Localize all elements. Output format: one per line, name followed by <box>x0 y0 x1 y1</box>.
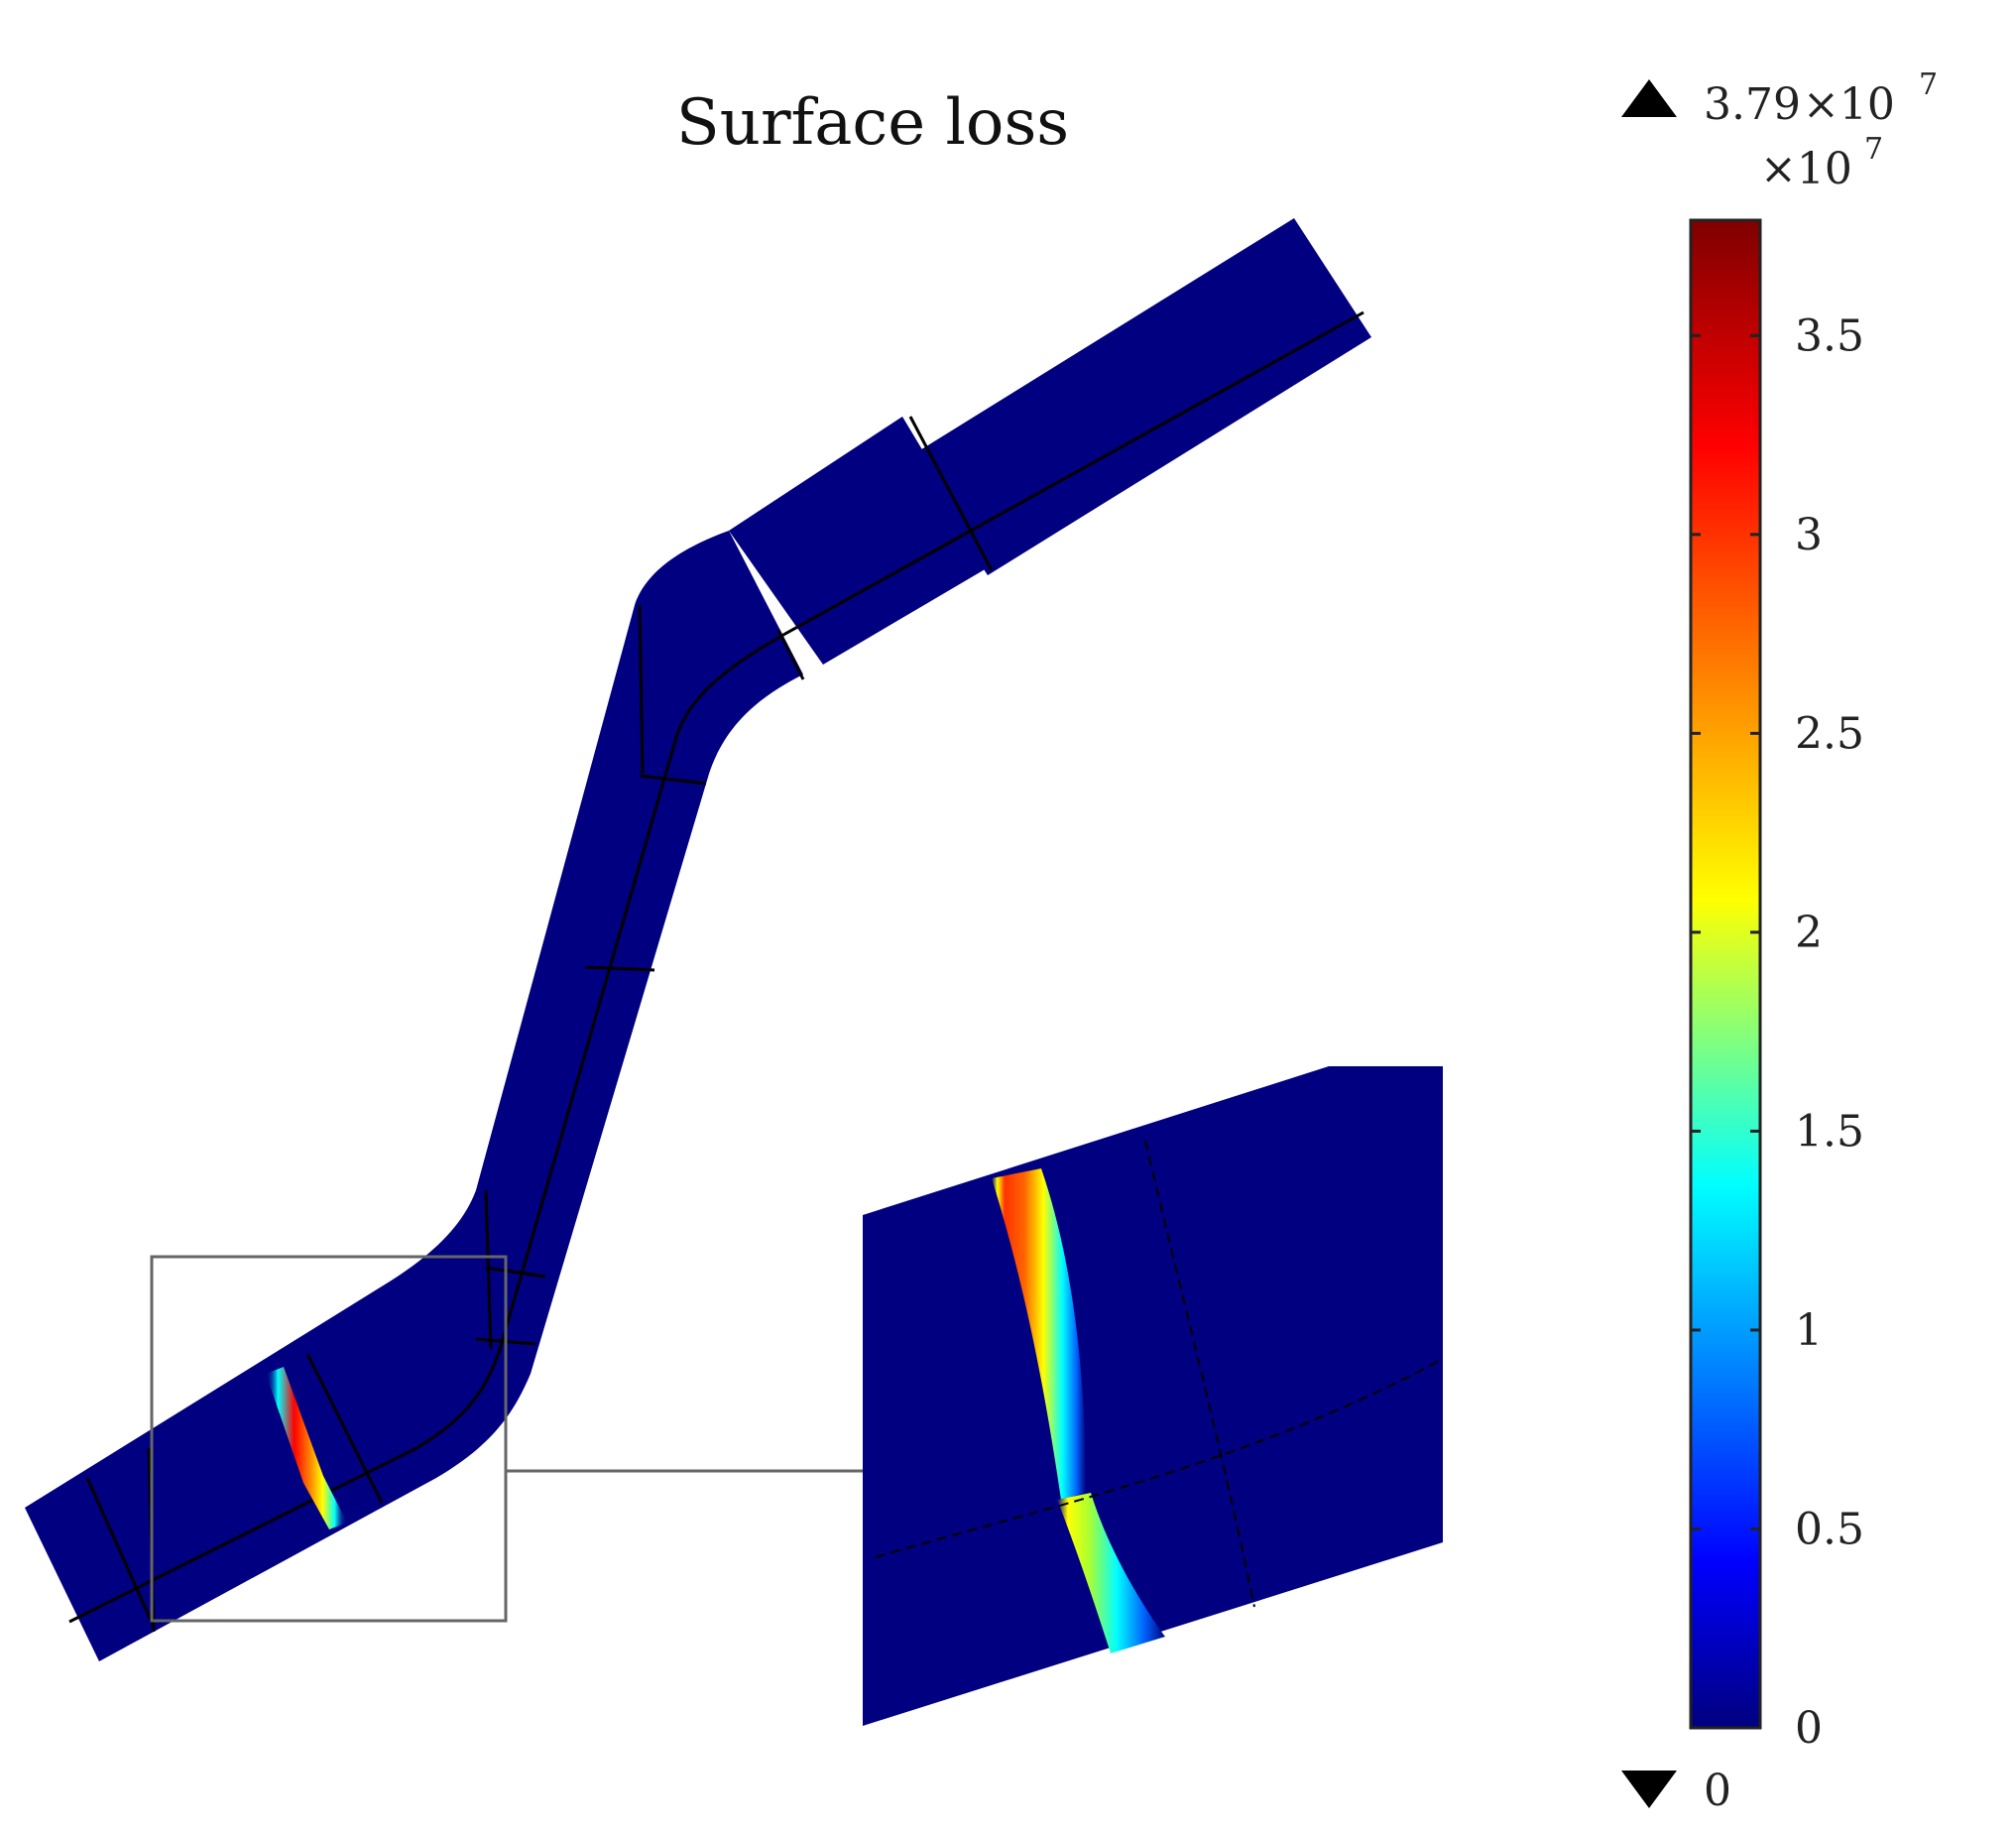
pipe-centerline <box>68 310 1364 1624</box>
colorbar: 3.5 3 2.5 2 1.5 1 0.5 0 3.79 ×10 7 ×10 7 0 <box>1621 67 1938 1816</box>
zoom-hotspot-lower <box>1057 1493 1165 1653</box>
triangle-down-icon <box>1621 1771 1677 1808</box>
pipe-upper-segment <box>910 218 1371 575</box>
colorbar-tick-label: 0 <box>1795 1703 1823 1754</box>
colorbar-max-exponent: 7 <box>1919 67 1938 102</box>
colorbar-tick-label: 2 <box>1795 908 1823 958</box>
colorbar-tick-label: 1 <box>1795 1305 1823 1356</box>
colorbar-scale-factor: ×10 <box>1760 144 1852 194</box>
zoom-hotspot-upper <box>992 1168 1086 1500</box>
pipe-middle-segment <box>25 531 803 1661</box>
colorbar-tick-label: 2.5 <box>1795 708 1864 759</box>
colorbar-tick-label: 3 <box>1795 510 1823 560</box>
colorbar-max-exponent-base: ×10 <box>1803 79 1895 130</box>
colorbar-tick-label: 0.5 <box>1795 1504 1864 1554</box>
zoom-region-box <box>150 1255 508 1623</box>
colorbar-tick-label: 1.5 <box>1795 1106 1864 1157</box>
plot-title: Surface loss <box>676 86 1069 160</box>
pipe-sleeve-section <box>729 417 992 665</box>
colorbar-ticks: 3.5 3 2.5 2 1.5 1 0.5 0 <box>1691 310 1864 1754</box>
colorbar-tick-label: 3.5 <box>1795 310 1864 361</box>
colorbar-min-value: 0 <box>1704 1766 1731 1816</box>
colorbar-gradient <box>1689 218 1762 1730</box>
zoom-inset <box>863 1066 1444 1726</box>
zoom-callout <box>150 1255 863 1623</box>
surface-loss-hotspot <box>266 1367 347 1529</box>
colorbar-max-value: 3.79 <box>1704 79 1801 130</box>
colorbar-scale-exponent: 7 <box>1864 132 1883 167</box>
triangle-up-icon <box>1621 79 1677 117</box>
